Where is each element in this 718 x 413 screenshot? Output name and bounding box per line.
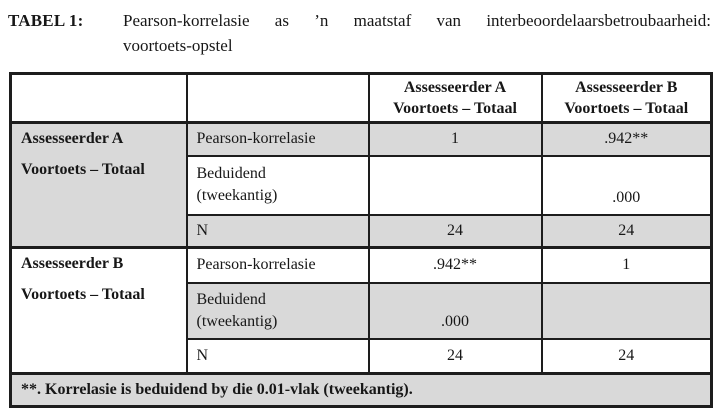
table-row: N 24 24 bbox=[11, 337, 713, 375]
header-assessor-a: Assesseerder A Voortoets – Totaal bbox=[367, 72, 543, 124]
value-a-pearson-colb: .942** bbox=[540, 121, 713, 157]
stat-label-pearson-a: Pearson-korrelasie bbox=[185, 121, 370, 157]
header-empty-1 bbox=[9, 72, 188, 124]
table-footnote: **. Korrelasie is beduidend by die 0.01-… bbox=[9, 372, 713, 408]
stat-label-sig-a-line2: (tweekantig) bbox=[196, 187, 278, 204]
stat-label-sig-a-line1: Beduidend bbox=[196, 165, 266, 182]
table-row: Assesseerder B Voortoets – Totaal Pearso… bbox=[9, 246, 713, 375]
table-row: Assesseerder A Voortoets – Totaal Pearso… bbox=[9, 121, 713, 249]
value-b-sig-cola: .000 bbox=[367, 281, 543, 340]
value-b-n-colb: 24 bbox=[540, 337, 713, 375]
group-b-label-line1: Assesseerder B bbox=[21, 255, 124, 272]
table-caption-line2: voortoets-opstel bbox=[123, 36, 233, 55]
table-row: N 24 24 bbox=[11, 213, 713, 249]
stat-label-sig-b: Beduidend (tweekantig) bbox=[185, 281, 370, 340]
group-b-label-line2: Voortoets – Totaal bbox=[21, 286, 145, 303]
stat-label-sig-b-line1: Beduidend bbox=[196, 290, 266, 308]
value-b-pearson-cola: .942** bbox=[367, 246, 543, 284]
group-a-label-line2: Voortoets – Totaal bbox=[21, 161, 145, 178]
header-assessor-b-line1: Assesseerder B bbox=[575, 79, 678, 96]
stat-label-sig-b-line2: (tweekantig) bbox=[196, 312, 278, 330]
stat-label-sig-a: Beduidend (tweekantig) bbox=[185, 154, 370, 216]
header-assessor-a-line2: Voortoets – Totaal bbox=[393, 100, 517, 117]
table-footnote-row: **. Korrelasie is beduidend by die 0.01-… bbox=[9, 372, 713, 408]
value-b-pearson-colb: 1 bbox=[540, 246, 713, 284]
header-assessor-b: Assesseerder B Voortoets – Totaal bbox=[540, 72, 713, 124]
table-row: Beduidend (tweekantig) .000 bbox=[11, 154, 713, 216]
stat-label-pearson-b: Pearson-korrelasie bbox=[185, 246, 370, 284]
value-a-n-colb: 24 bbox=[540, 213, 713, 249]
stat-label-n-a: N bbox=[185, 213, 370, 249]
table-caption: TABEL 1: Pearson-korrelasie as ’n maatst… bbox=[0, 0, 718, 57]
group-a-label-line1: Assesseerder A bbox=[21, 130, 124, 147]
value-b-n-cola: 24 bbox=[367, 337, 543, 375]
group-a-label: Assesseerder A Voortoets – Totaal bbox=[9, 121, 188, 249]
table-row: Beduidend (tweekantig) .000 bbox=[11, 281, 713, 340]
table-caption-label: TABEL 1: bbox=[8, 11, 84, 30]
value-a-n-cola: 24 bbox=[367, 213, 543, 249]
table-caption-line1: Pearson-korrelasie as ’n maatstaf van in… bbox=[123, 11, 711, 30]
header-empty-2 bbox=[185, 72, 370, 124]
header-assessor-b-line2: Voortoets – Totaal bbox=[564, 100, 689, 117]
value-a-sig-colb: .000 bbox=[540, 154, 713, 216]
value-a-sig-cola bbox=[367, 154, 543, 216]
header-assessor-a-line1: Assesseerder A bbox=[403, 79, 507, 96]
correlation-table: Assesseerder A Voortoets – Totaal Assess… bbox=[9, 72, 713, 408]
table-header-row: Assesseerder A Voortoets – Totaal Assess… bbox=[9, 72, 713, 124]
value-a-pearson-cola: 1 bbox=[367, 121, 543, 157]
stat-label-n-b: N bbox=[185, 337, 370, 375]
value-b-sig-colb bbox=[540, 281, 713, 340]
group-b-label: Assesseerder B Voortoets – Totaal bbox=[9, 246, 188, 375]
table-caption-text: Pearson-korrelasie as ’n maatstaf van in… bbox=[123, 9, 711, 57]
